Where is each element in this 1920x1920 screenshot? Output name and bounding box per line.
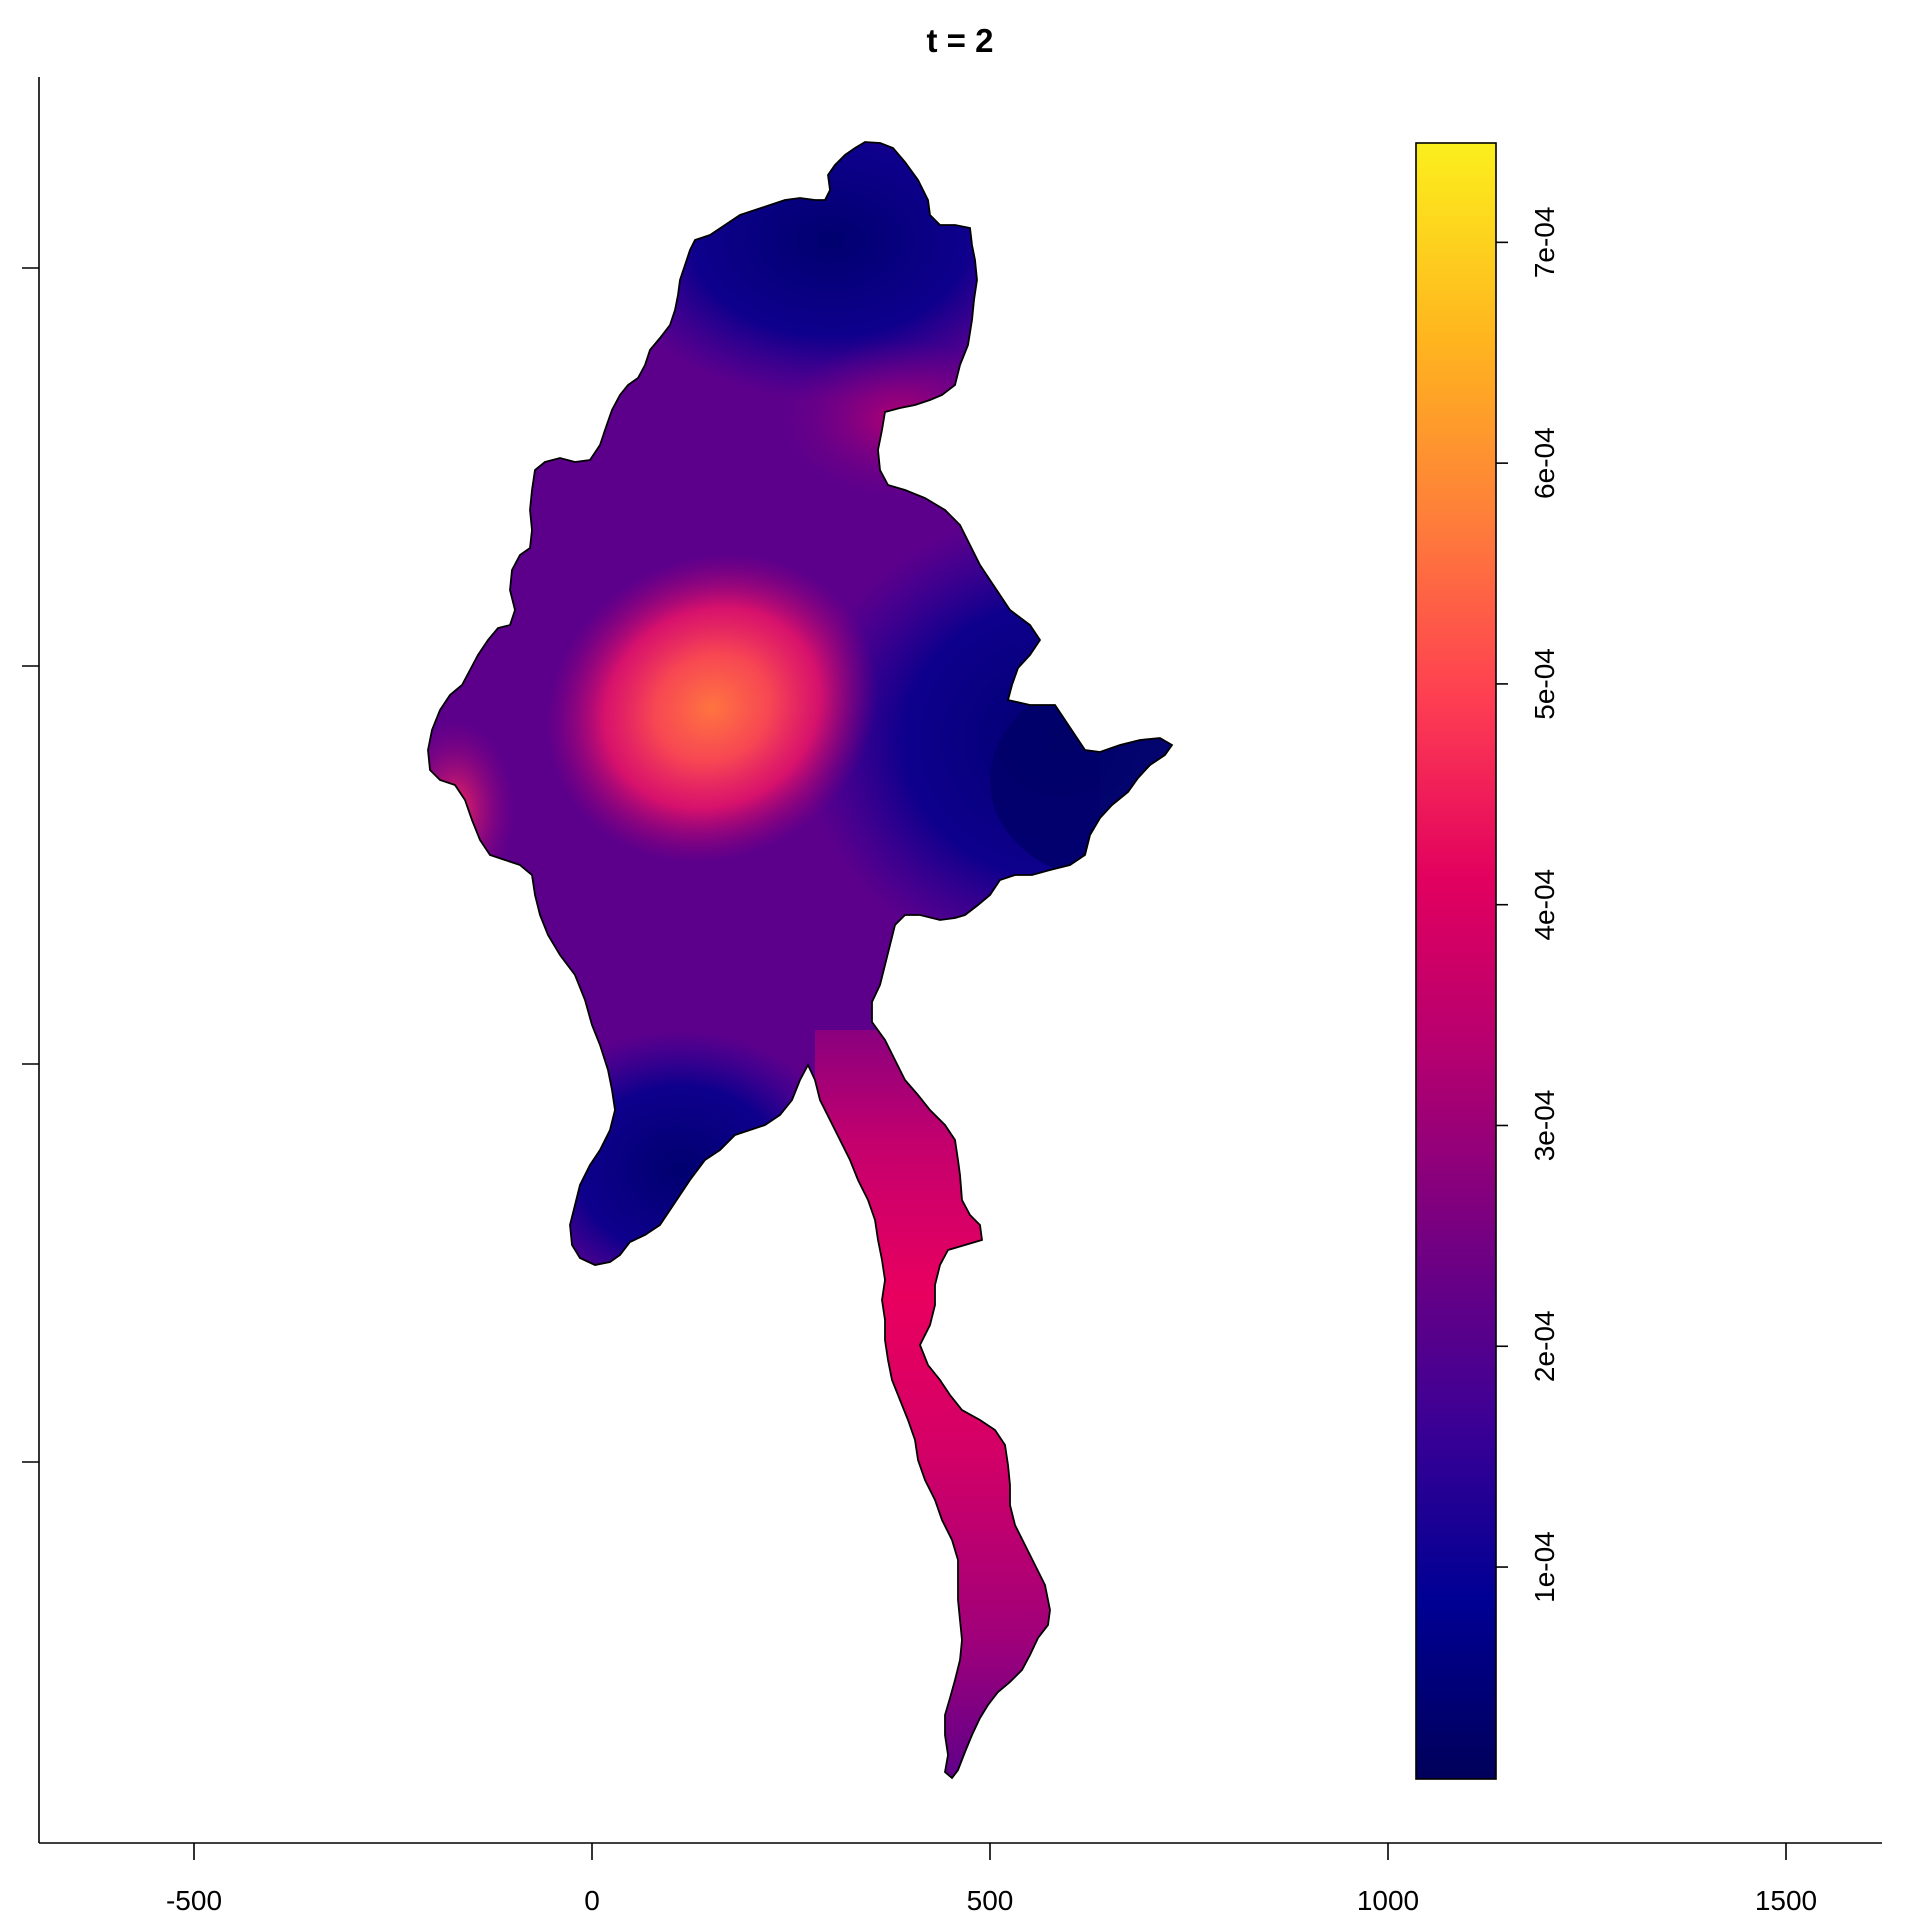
x-tick-label: 1500 [1755, 1885, 1817, 1916]
legend-tick-label: 6e-04 [1529, 427, 1560, 499]
x-tick-label: 1000 [1357, 1885, 1419, 1916]
x-tick-label: 0 [584, 1885, 600, 1916]
legend-colorbar [1415, 142, 1497, 1780]
raster-southern-tail [815, 1030, 1075, 1778]
map-title: t = 2 [927, 22, 994, 59]
raster-cold-north [600, 142, 1060, 400]
raster-cold-east-core [990, 680, 1172, 880]
country-raster [428, 142, 1172, 1778]
legend-tick-label: 2e-04 [1529, 1310, 1560, 1382]
x-tick-label: -500 [166, 1885, 222, 1916]
x-tick-label: 500 [967, 1885, 1014, 1916]
legend-tick-label: 1e-04 [1529, 1531, 1560, 1603]
legend: 1e-04 2e-04 3e-04 4e-04 5e-04 6e-04 7e-04 [1415, 142, 1560, 1780]
legend-tick-label: 5e-04 [1529, 648, 1560, 720]
raster-warm-coast [428, 720, 515, 900]
x-axis: -500 0 500 1000 1500 [166, 1843, 1817, 1916]
raster-magenta-northeast [780, 340, 1020, 500]
legend-tick-label: 7e-04 [1529, 207, 1560, 279]
legend-tick-label: 4e-04 [1529, 869, 1560, 941]
legend-tick-label: 3e-04 [1529, 1090, 1560, 1162]
raster-cold-delta [510, 1030, 850, 1310]
raster-hotspot [546, 553, 878, 863]
legend-ticks: 1e-04 2e-04 3e-04 4e-04 5e-04 6e-04 7e-04 [1496, 207, 1560, 1603]
